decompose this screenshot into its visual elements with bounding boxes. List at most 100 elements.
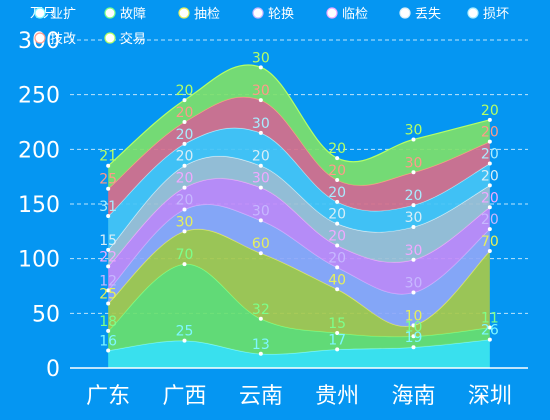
data-point (487, 205, 492, 210)
data-label: 10 (405, 319, 423, 335)
data-label: 31 (99, 199, 117, 215)
data-point (411, 257, 416, 262)
data-label: 20 (481, 190, 499, 206)
legend-marker (104, 32, 116, 44)
data-label: 60 (252, 236, 270, 252)
data-point (258, 98, 263, 103)
data-point (182, 207, 187, 212)
data-label: 20 (328, 229, 346, 245)
data-point (411, 224, 416, 229)
data-point (106, 163, 111, 168)
data-points (106, 65, 492, 356)
x-tick-label: 深圳 (468, 384, 512, 409)
data-label: 20 (176, 149, 194, 165)
data-point (411, 345, 416, 350)
legend-label: 抽检 (194, 7, 220, 22)
data-point (106, 186, 111, 191)
data-point (335, 347, 340, 352)
legend-marker (326, 7, 338, 19)
data-point (182, 229, 187, 234)
legend-item-交易: 交易 (104, 31, 146, 47)
legend-marker (399, 7, 411, 19)
data-point (411, 334, 416, 339)
x-tick-label: 广东 (86, 384, 130, 409)
data-point (182, 262, 187, 267)
data-label: 19 (405, 330, 423, 346)
data-label: 20 (176, 83, 194, 99)
data-point (411, 137, 416, 142)
data-label: 30 (252, 203, 270, 219)
data-point (182, 185, 187, 190)
data-point (411, 323, 416, 328)
data-label: 30 (405, 210, 423, 226)
area-轮换 (108, 204, 490, 327)
data-point (487, 139, 492, 144)
data-label: 18 (99, 314, 117, 330)
legend-label: 交易 (120, 31, 146, 47)
legend-label: 轮换 (268, 7, 294, 22)
data-point (106, 301, 111, 306)
data-point (106, 247, 111, 252)
data-label: 26 (481, 323, 499, 339)
data-label: 30 (405, 155, 423, 171)
data-label: 25 (176, 324, 194, 340)
legend-item-故障: 故障 (104, 7, 146, 22)
data-label: 30 (405, 122, 423, 138)
data-point (487, 183, 492, 188)
legend-label: 损坏 (483, 7, 509, 22)
axes: 050100150200250300广东广西云南贵州海南深圳 (18, 29, 528, 409)
data-point (258, 218, 263, 223)
data-label: 30 (405, 243, 423, 259)
data-point (106, 328, 111, 333)
data-point (335, 243, 340, 248)
data-label: 20 (252, 149, 270, 165)
data-labels: 16 25 13 17 19 26 18 70 32 15 10 11 25 30 60 40 10 70 12 20… (99, 50, 499, 352)
data-label: 20 (328, 250, 346, 266)
data-point (106, 348, 111, 353)
data-label: 20 (328, 185, 346, 201)
data-label: 30 (176, 214, 194, 230)
data-label: 70 (481, 234, 499, 250)
data-point (411, 290, 416, 295)
area-丢失 (108, 156, 490, 267)
data-label: 20 (481, 212, 499, 228)
data-point (106, 264, 111, 269)
legend-marker (34, 32, 46, 44)
data-label: 20 (328, 163, 346, 179)
legend-item-业扩: 业扩 (34, 7, 76, 22)
data-point (182, 120, 187, 124)
legend-marker (467, 7, 479, 19)
data-label: 17 (328, 332, 346, 348)
data-label: 13 (252, 337, 270, 353)
legend-label: 故障 (120, 7, 146, 22)
area-故障 (108, 264, 490, 355)
data-label: 20 (481, 125, 499, 141)
area-损坏 (108, 127, 490, 250)
data-label: 15 (99, 233, 117, 249)
x-tick-label: 贵州 (315, 384, 359, 409)
data-label: 30 (252, 116, 270, 132)
data-point (487, 117, 492, 122)
data-label: 25 (99, 286, 117, 302)
data-point (335, 265, 340, 270)
data-point (335, 287, 340, 292)
area-临检 (108, 178, 490, 295)
y-tick-label: 100 (18, 248, 60, 273)
legend-item-技改: 技改 (34, 32, 76, 47)
data-label: 25 (99, 172, 117, 188)
legend-item-丢失: 丢失 (399, 7, 441, 22)
data-point (258, 163, 263, 168)
data-label: 30 (405, 276, 423, 292)
legend-marker (252, 7, 264, 19)
data-point (106, 288, 111, 293)
data-point (258, 65, 263, 70)
data-point (487, 337, 492, 342)
x-tick-label: 云南 (239, 384, 283, 409)
area-技改 (108, 96, 490, 217)
legend-marker (178, 7, 190, 19)
data-label: 20 (176, 192, 194, 208)
legend-item-临检: 临检 (326, 7, 368, 22)
data-label: 21 (99, 149, 117, 165)
